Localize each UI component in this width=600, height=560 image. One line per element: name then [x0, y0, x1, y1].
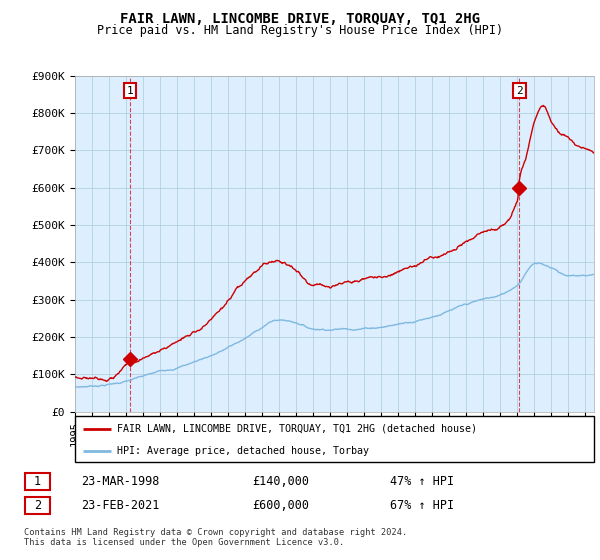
FancyBboxPatch shape	[25, 473, 50, 490]
Text: 23-MAR-1998: 23-MAR-1998	[81, 475, 160, 488]
Text: FAIR LAWN, LINCOMBE DRIVE, TORQUAY, TQ1 2HG: FAIR LAWN, LINCOMBE DRIVE, TORQUAY, TQ1 …	[120, 12, 480, 26]
Text: £140,000: £140,000	[252, 475, 309, 488]
Text: Price paid vs. HM Land Registry's House Price Index (HPI): Price paid vs. HM Land Registry's House …	[97, 24, 503, 36]
FancyBboxPatch shape	[25, 497, 50, 514]
Text: 67% ↑ HPI: 67% ↑ HPI	[390, 498, 454, 512]
Text: HPI: Average price, detached house, Torbay: HPI: Average price, detached house, Torb…	[116, 446, 368, 455]
Text: 1: 1	[34, 475, 41, 488]
Text: 1: 1	[127, 86, 133, 96]
Text: Contains HM Land Registry data © Crown copyright and database right 2024.
This d: Contains HM Land Registry data © Crown c…	[24, 528, 407, 547]
Text: 47% ↑ HPI: 47% ↑ HPI	[390, 475, 454, 488]
Text: £600,000: £600,000	[252, 498, 309, 512]
Text: 2: 2	[34, 498, 41, 512]
Text: 23-FEB-2021: 23-FEB-2021	[81, 498, 160, 512]
Text: 2: 2	[516, 86, 523, 96]
Text: FAIR LAWN, LINCOMBE DRIVE, TORQUAY, TQ1 2HG (detached house): FAIR LAWN, LINCOMBE DRIVE, TORQUAY, TQ1 …	[116, 424, 476, 434]
FancyBboxPatch shape	[75, 416, 594, 462]
